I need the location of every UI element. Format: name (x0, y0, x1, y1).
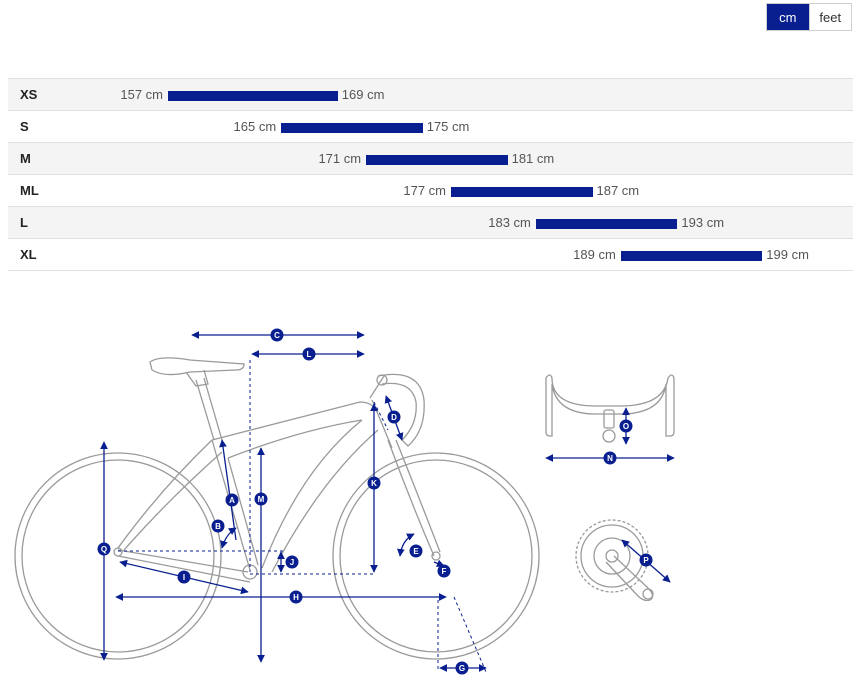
min-height-label: 157 cm (120, 87, 163, 102)
stem (369, 375, 385, 399)
size-label: L (20, 215, 28, 230)
dim-line-a (219, 439, 237, 541)
min-height-label: 189 cm (573, 247, 616, 262)
front-hub (431, 551, 441, 561)
badge-i: I (177, 570, 191, 584)
badge-h: H (289, 590, 303, 604)
max-height-label: 175 cm (426, 119, 470, 134)
svg-text:D: D (391, 413, 397, 422)
fork (387, 439, 435, 557)
size-label: ML (20, 183, 39, 198)
rear-hub (113, 547, 123, 557)
down-tube-inner (271, 429, 379, 573)
max-height-label: 193 cm (681, 215, 725, 230)
svg-text:H: H (293, 593, 299, 602)
badge-g: G (455, 661, 469, 675)
svg-text:K: K (371, 479, 377, 488)
svg-text:J: J (290, 558, 294, 567)
svg-text:B: B (215, 522, 221, 531)
svg-text:C: C (274, 331, 280, 340)
unit-toggle: cm feet (766, 3, 852, 31)
min-height-label: 171 cm (318, 151, 362, 166)
svg-text:N: N (607, 454, 613, 463)
badge-l: L (302, 347, 316, 361)
handlebar-top-view (545, 374, 675, 443)
dim-line-b (220, 527, 237, 549)
badge-j: J (285, 555, 299, 569)
height-range-bar (366, 155, 508, 165)
saddle-clamp (185, 369, 209, 387)
height-range-bar (535, 219, 678, 229)
svg-text:G: G (459, 664, 465, 673)
height-range-bar (168, 91, 338, 101)
badge-d: D (387, 410, 401, 424)
min-height-label: 165 cm (233, 119, 277, 134)
svg-text:L: L (307, 350, 312, 359)
size-row-l: L 183 cm 193 cm (8, 206, 853, 238)
badge-a: A (225, 493, 239, 507)
seatpost-inner (203, 377, 223, 441)
svg-text:M: M (258, 495, 265, 504)
front-wheel (332, 452, 540, 660)
height-range-bar (281, 123, 423, 133)
svg-text:Q: Q (101, 545, 107, 554)
badge-f: F (437, 564, 451, 578)
saddle (149, 357, 245, 376)
max-height-label: 187 cm (596, 183, 640, 198)
max-height-label: 199 cm (766, 247, 809, 262)
badge-m: M (254, 492, 268, 506)
max-height-label: 169 cm (341, 87, 385, 102)
size-label: S (20, 119, 29, 134)
size-label: M (20, 151, 31, 166)
max-height-label: 181 cm (511, 151, 555, 166)
seat-tube-inner (227, 457, 259, 566)
size-row-m: M 171 cm 181 cm (8, 142, 853, 174)
size-row-ml: ML 177 cm 187 cm (8, 174, 853, 206)
size-label: XL (20, 247, 37, 262)
badge-c: C (270, 328, 284, 342)
height-range-bar (620, 251, 763, 261)
size-height-table: XS 157 cm 169 cm S 165 cm 175 cm M 171 c… (8, 78, 853, 271)
rear-wheel-inner (21, 459, 215, 653)
svg-text:F: F (442, 567, 447, 576)
size-label: XS (20, 87, 38, 102)
svg-text:P: P (643, 556, 649, 565)
badge-n: N (603, 451, 617, 465)
head-tube (371, 399, 393, 449)
badge-k: K (367, 476, 381, 490)
seat-stay-inner (123, 451, 223, 551)
badge-p: P (639, 553, 653, 567)
bar-end (376, 374, 388, 386)
min-height-label: 183 cm (488, 215, 531, 230)
cm-unit-button[interactable]: cm (767, 4, 809, 30)
top-tube-lower (227, 419, 363, 459)
bike-illustration (14, 357, 540, 660)
seat-stay (117, 439, 213, 549)
badge-e: E (409, 544, 423, 558)
front-wheel-inner (339, 459, 533, 653)
dim-line-e (397, 533, 415, 557)
handlebar (377, 373, 425, 447)
reference-lines (118, 360, 487, 673)
size-row-xl: XL 189 cm 199 cm (8, 238, 853, 271)
geometry-badges: C L D O N M K A B Q E J F I H G P (97, 328, 653, 675)
size-row-xs: XS 157 cm 169 cm (8, 78, 853, 110)
fork-inner (395, 439, 441, 553)
svg-text:E: E (413, 547, 419, 556)
min-height-label: 177 cm (403, 183, 446, 198)
down-tube (261, 419, 363, 569)
svg-text:O: O (623, 422, 629, 431)
size-row-s: S 165 cm 175 cm (8, 110, 853, 142)
svg-text:A: A (229, 496, 235, 505)
badge-b: B (211, 519, 225, 533)
badge-o: O (619, 419, 633, 433)
feet-unit-button[interactable]: feet (808, 4, 851, 30)
height-range-bar (451, 187, 593, 197)
dimension-arrows (100, 331, 675, 672)
seatpost (195, 379, 215, 441)
badge-q: Q (97, 542, 111, 556)
rear-wheel (14, 452, 222, 660)
svg-text:I: I (183, 573, 185, 582)
